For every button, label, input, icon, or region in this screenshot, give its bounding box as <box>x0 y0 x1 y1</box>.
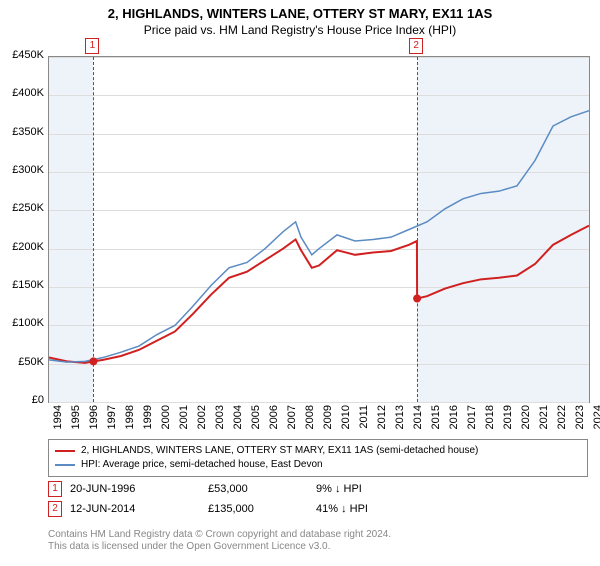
y-tick-label: £450K <box>4 49 44 61</box>
x-tick-label: 2001 <box>178 405 190 435</box>
x-tick-label: 2011 <box>358 405 370 435</box>
x-tick-label: 1997 <box>106 405 118 435</box>
x-tick-label: 2002 <box>196 405 208 435</box>
sale-delta: 9% ↓ HPI <box>316 483 362 495</box>
series-hpi <box>49 111 589 362</box>
legend-item: 2, HIGHLANDS, WINTERS LANE, OTTERY ST MA… <box>55 444 581 458</box>
x-tick-label: 2018 <box>484 405 496 435</box>
y-tick-label: £150K <box>4 279 44 291</box>
y-tick-label: £400K <box>4 87 44 99</box>
sale-marker: 2 <box>409 38 423 54</box>
sale-point <box>413 295 421 303</box>
x-tick-label: 2009 <box>322 405 334 435</box>
x-tick-label: 2010 <box>340 405 352 435</box>
sale-row: 1 20-JUN-1996 £53,000 9% ↓ HPI <box>48 481 362 497</box>
plot-area <box>48 56 590 403</box>
y-tick-label: £250K <box>4 202 44 214</box>
sale-index: 1 <box>48 481 62 497</box>
x-tick-label: 2016 <box>448 405 460 435</box>
sale-price: £53,000 <box>208 483 308 495</box>
chart-subtitle: Price paid vs. HM Land Registry's House … <box>0 23 600 37</box>
x-tick-label: 1996 <box>88 405 100 435</box>
sale-index: 2 <box>48 501 62 517</box>
sale-point <box>89 357 97 365</box>
x-tick-label: 2000 <box>160 405 172 435</box>
x-tick-label: 2017 <box>466 405 478 435</box>
x-tick-label: 1999 <box>142 405 154 435</box>
series-property <box>49 226 589 363</box>
chart-container: 2, HIGHLANDS, WINTERS LANE, OTTERY ST MA… <box>0 6 600 566</box>
y-tick-label: £300K <box>4 164 44 176</box>
footer-line-2: This data is licensed under the Open Gov… <box>48 541 330 552</box>
y-tick-label: £100K <box>4 317 44 329</box>
chart-title: 2, HIGHLANDS, WINTERS LANE, OTTERY ST MA… <box>0 6 600 21</box>
y-tick-label: £200K <box>4 241 44 253</box>
legend-swatch <box>55 464 75 466</box>
x-tick-label: 2020 <box>520 405 532 435</box>
legend-swatch <box>55 450 75 452</box>
x-tick-label: 2021 <box>538 405 550 435</box>
legend-item: HPI: Average price, semi-detached house,… <box>55 458 581 472</box>
x-tick-label: 1998 <box>124 405 136 435</box>
legend-label: HPI: Average price, semi-detached house,… <box>81 458 323 472</box>
x-tick-label: 2004 <box>232 405 244 435</box>
x-tick-label: 2005 <box>250 405 262 435</box>
x-tick-label: 2019 <box>502 405 514 435</box>
legend-label: 2, HIGHLANDS, WINTERS LANE, OTTERY ST MA… <box>81 444 478 458</box>
sale-row: 2 12-JUN-2014 £135,000 41% ↓ HPI <box>48 501 368 517</box>
x-tick-label: 2014 <box>412 405 424 435</box>
x-tick-label: 2024 <box>592 405 600 435</box>
y-tick-label: £0 <box>4 394 44 406</box>
sale-price: £135,000 <box>208 503 308 515</box>
x-tick-label: 2015 <box>430 405 442 435</box>
x-tick-label: 1995 <box>70 405 82 435</box>
x-tick-label: 2003 <box>214 405 226 435</box>
x-tick-label: 2013 <box>394 405 406 435</box>
x-tick-label: 2023 <box>574 405 586 435</box>
sale-delta: 41% ↓ HPI <box>316 503 368 515</box>
sale-date: 12-JUN-2014 <box>70 503 200 515</box>
x-tick-label: 2006 <box>268 405 280 435</box>
x-tick-label: 2022 <box>556 405 568 435</box>
x-tick-label: 2007 <box>286 405 298 435</box>
sale-marker: 1 <box>85 38 99 54</box>
x-tick-label: 1994 <box>52 405 64 435</box>
x-tick-label: 2012 <box>376 405 388 435</box>
y-tick-label: £50K <box>4 356 44 368</box>
y-tick-label: £350K <box>4 126 44 138</box>
footer-line-1: Contains HM Land Registry data © Crown c… <box>48 529 391 540</box>
legend: 2, HIGHLANDS, WINTERS LANE, OTTERY ST MA… <box>48 439 588 477</box>
x-tick-label: 2008 <box>304 405 316 435</box>
sale-date: 20-JUN-1996 <box>70 483 200 495</box>
